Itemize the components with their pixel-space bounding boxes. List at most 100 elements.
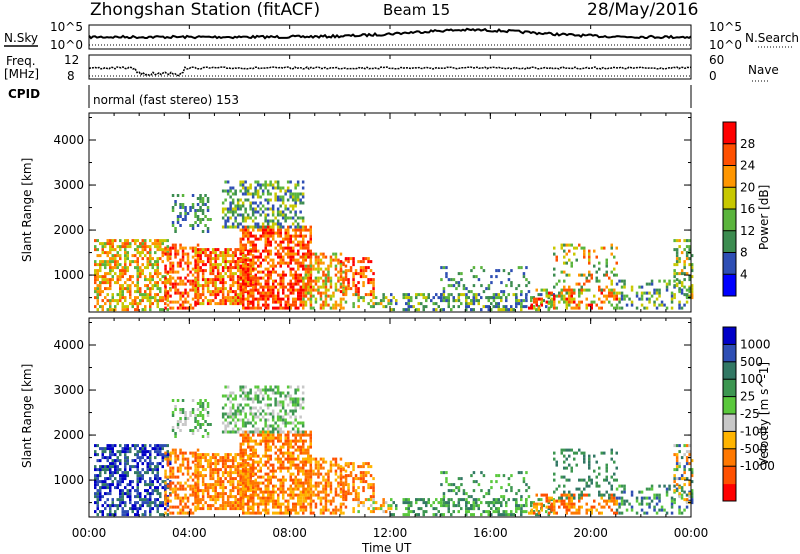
heatmap-cell <box>405 507 408 511</box>
heatmap-cell <box>690 263 694 267</box>
heatmap-cell <box>124 239 127 243</box>
heatmap-cell <box>134 495 137 499</box>
heatmap-cell <box>540 303 543 307</box>
heatmap-cell <box>472 266 476 270</box>
heatmap-cell <box>151 483 154 487</box>
heatmap-cell <box>249 487 252 491</box>
heatmap-cell <box>347 284 350 288</box>
heatmap-cell <box>259 255 262 259</box>
heatmap-cell <box>349 492 353 496</box>
heatmap-cell <box>229 468 232 472</box>
heatmap-cell <box>347 287 350 291</box>
heatmap-cell <box>329 466 333 470</box>
heatmap-cell <box>252 439 255 443</box>
heatmap-cell <box>658 294 661 298</box>
heatmap-cell <box>680 306 684 310</box>
heatmap-cell <box>176 270 180 274</box>
heatmap-cell <box>179 487 182 491</box>
heatmap-cell <box>610 294 613 298</box>
heatmap-cell <box>244 264 247 268</box>
heatmap-cell <box>588 249 591 253</box>
heatmap-cell <box>139 498 142 502</box>
heatmap-cell <box>282 490 285 494</box>
heatmap-cell <box>251 225 255 229</box>
heatmap-cell <box>211 272 215 276</box>
heatmap-cell <box>196 471 200 475</box>
heatmap-cell <box>171 505 175 509</box>
heatmap-cell <box>94 510 97 514</box>
heatmap-cell <box>174 405 177 408</box>
heatmap-cell <box>169 267 172 271</box>
heatmap-cell <box>259 237 262 241</box>
heatmap-cell <box>151 480 154 484</box>
heatmap-cell <box>211 462 215 466</box>
heatmap-cell <box>242 439 245 443</box>
heatmap-cell <box>309 508 313 512</box>
heatmap-cell <box>224 281 227 285</box>
heatmap-cell <box>239 213 242 217</box>
heatmap-cell <box>229 483 232 487</box>
nsearch-tick-top: 10^5 <box>709 20 742 34</box>
heatmap-cell <box>324 255 328 259</box>
heatmap-cell <box>264 279 267 283</box>
heatmap-cell <box>169 261 172 265</box>
heatmap-cell <box>254 478 257 482</box>
heatmap-cell <box>189 487 192 491</box>
heatmap-cell <box>287 460 290 464</box>
heatmap-cell <box>289 397 292 401</box>
heatmap-cell <box>244 385 247 389</box>
heatmap-cell <box>206 260 210 264</box>
heatmap-cell <box>139 471 142 475</box>
heatmap-cell <box>246 216 250 220</box>
heatmap-cell <box>337 481 340 485</box>
heatmap-cell <box>271 418 275 422</box>
heatmap-cell <box>267 279 270 283</box>
heatmap-cell <box>568 285 571 289</box>
heatmap-cell <box>144 275 147 279</box>
heatmap-cell <box>279 246 282 250</box>
heatmap-cell <box>279 276 282 280</box>
heatmap-cell <box>226 192 230 196</box>
heatmap-cell <box>279 460 282 464</box>
heatmap-cell <box>287 255 290 259</box>
heatmap-cell <box>196 251 200 255</box>
heatmap-cell <box>610 243 613 247</box>
heatmap-cell <box>254 222 257 226</box>
heatmap-cell <box>254 186 257 190</box>
heatmap-cell <box>292 433 295 437</box>
heatmap-cell <box>302 264 305 268</box>
heatmap-cell <box>209 468 212 472</box>
heatmap-cell <box>284 478 287 482</box>
heatmap-cell <box>231 257 235 261</box>
heatmap-cell <box>568 303 571 307</box>
heatmap-cell <box>284 189 287 193</box>
heatmap-cell <box>119 296 122 300</box>
heatmap-cell <box>600 246 603 250</box>
heatmap-cell <box>221 299 225 303</box>
heatmap-cell <box>179 463 182 467</box>
heatmap-cell <box>166 499 170 503</box>
heatmap-cell <box>249 231 252 235</box>
heatmap-cell <box>312 499 315 503</box>
heatmap-cell <box>319 267 323 271</box>
heatmap-cell <box>144 248 147 252</box>
heatmap-cell <box>296 388 300 392</box>
heatmap-cell <box>194 495 197 499</box>
heatmap-cell <box>339 300 343 304</box>
heatmap-cell <box>277 496 280 500</box>
heatmap-cell <box>302 228 305 232</box>
heatmap-cell <box>99 465 102 469</box>
heatmap-cell <box>189 475 192 479</box>
heatmap-cell <box>252 255 255 259</box>
heatmap-cell <box>174 493 177 497</box>
heatmap-cell <box>96 495 99 499</box>
heatmap-cell <box>134 284 137 288</box>
heatmap-cell <box>309 228 312 232</box>
heatmap-cell <box>533 306 536 310</box>
heatmap-cell <box>337 493 340 497</box>
heatmap-cell <box>219 278 222 282</box>
heatmap-cell <box>655 306 659 310</box>
heatmap-cell <box>101 504 104 508</box>
heatmap-cell <box>141 257 144 261</box>
heatmap-cell <box>332 303 335 307</box>
